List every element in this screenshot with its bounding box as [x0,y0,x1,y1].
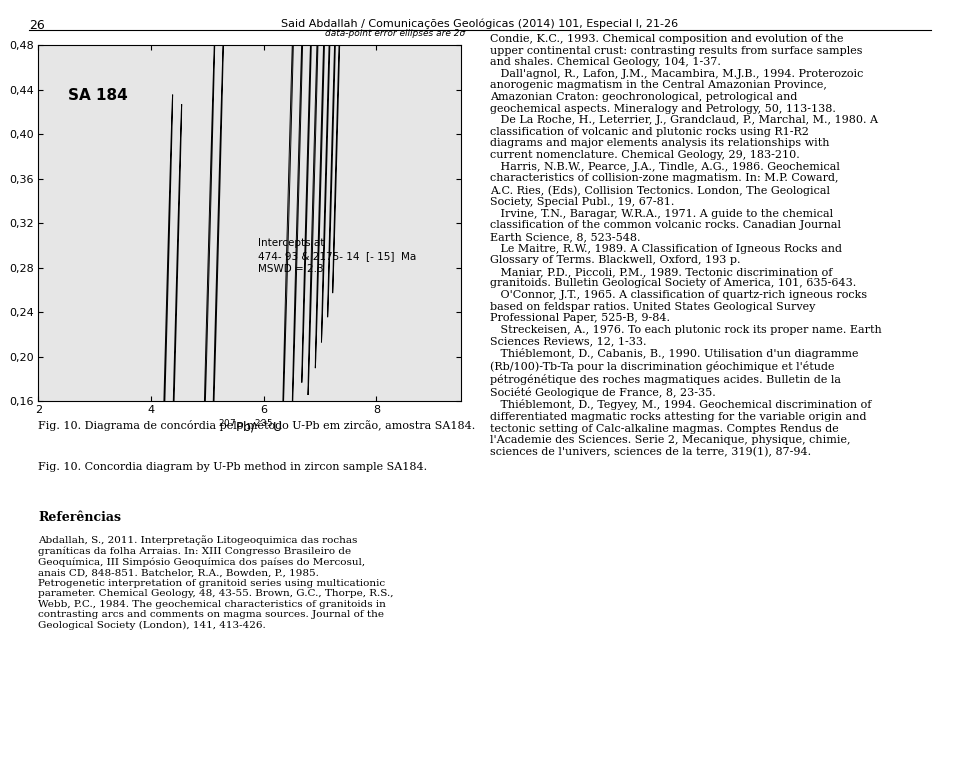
Text: Said Abdallah / Comunicações Geológicas (2014) 101, Especial I, 21-26: Said Abdallah / Comunicações Geológicas … [281,19,679,30]
Text: Referências: Referências [38,511,121,524]
Text: Condie, K.C., 1993. Chemical composition and evolution of the
upper continental : Condie, K.C., 1993. Chemical composition… [490,34,881,457]
X-axis label: $^{207}$Pb/$^{235}$U: $^{207}$Pb/$^{235}$U [218,418,281,436]
Text: Fig. 10. Diagrama de concórdia pelo método U-Pb em zircão, amostra SA184.: Fig. 10. Diagrama de concórdia pelo méto… [38,420,475,431]
Text: Intercepts at
474- 93 & 2175- 14  [- 15]  Ma
MSWD = 2.3: Intercepts at 474- 93 & 2175- 14 [- 15] … [258,238,417,274]
Text: 26: 26 [29,19,44,32]
Text: data-point error ellipses are 2σ: data-point error ellipses are 2σ [324,30,465,39]
Text: Abdallah, S., 2011. Interpretação Litogeoquimica das rochas
graníticas da folha : Abdallah, S., 2011. Interpretação Litoge… [38,535,394,630]
Text: Fig. 10. Concordia diagram by U-Pb method in zircon sample SA184.: Fig. 10. Concordia diagram by U-Pb metho… [38,462,427,472]
Text: SA 184: SA 184 [68,88,128,103]
